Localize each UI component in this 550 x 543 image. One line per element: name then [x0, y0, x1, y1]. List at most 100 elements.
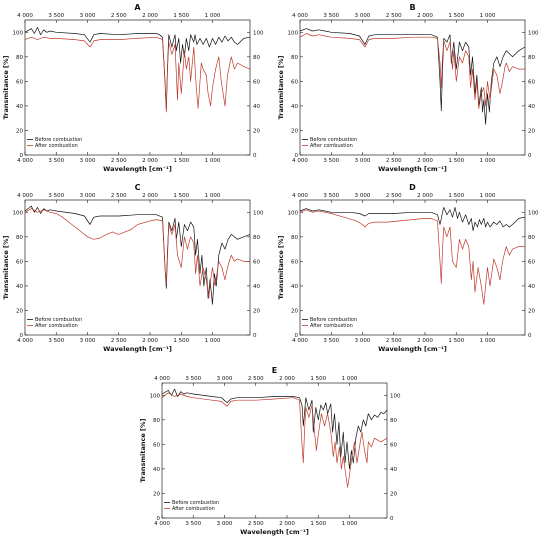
- x-tick-label-bottom: 1 500: [173, 158, 189, 164]
- y-tick-label-right: 80: [253, 55, 260, 61]
- y-tick-label-left: 0: [20, 153, 24, 159]
- y-tick-label-left: 100: [13, 210, 24, 216]
- x-tick-label-bottom: 3 000: [80, 338, 96, 344]
- plot-frame: [24, 199, 251, 336]
- x-tick-label-top: 4 000: [17, 13, 33, 19]
- legend-entry: After combustion: [35, 323, 78, 329]
- x-tick-label-top: 3 500: [48, 13, 64, 19]
- x-tick-label-bottom: 1 000: [480, 158, 496, 164]
- y-tick-label-left: 20: [291, 308, 298, 314]
- y-axis-label: Transmitance [%]: [139, 419, 147, 483]
- x-axis-label: Wavelength [cm⁻¹]: [240, 528, 309, 536]
- x-tick-label-top: 3 500: [185, 376, 201, 382]
- y-axis-label: Transmitance [%]: [2, 56, 10, 120]
- x-tick-label-bottom: 3 000: [355, 338, 371, 344]
- x-tick-label-bottom: 3 000: [355, 158, 371, 164]
- x-tick-label-bottom: 2 500: [386, 158, 402, 164]
- series-before-combustion: [24, 205, 251, 305]
- panel-title: A: [134, 3, 141, 12]
- x-tick-label-bottom: 4 000: [154, 521, 170, 527]
- y-tick-label-right: 0: [528, 333, 532, 339]
- y-tick-label-left: 60: [16, 79, 23, 85]
- chart-panel-a: A 4 000 4 000 3 500 3 500 3 000 3 000 2 500 2 50…: [2, 3, 264, 173]
- plot-frame: [161, 382, 388, 519]
- y-tick-label-left: 0: [295, 153, 299, 159]
- y-tick-label-right: 40: [528, 104, 535, 110]
- panel-title: D: [409, 183, 416, 192]
- y-tick-label-left: 80: [153, 418, 160, 424]
- x-tick-label-bottom: 3 000: [217, 521, 233, 527]
- legend-entry: Before combustion: [310, 137, 357, 143]
- y-tick-label-right: 100: [253, 210, 264, 216]
- x-tick-label-bottom: 2 000: [279, 521, 295, 527]
- y-tick-label-left: 80: [16, 235, 23, 241]
- series-after-combustion: [24, 36, 251, 113]
- x-tick-label-top: 4 000: [292, 13, 308, 19]
- y-tick-label-right: 0: [253, 333, 257, 339]
- x-tick-label-top: 4 000: [17, 193, 33, 199]
- x-tick-label-top: 2 000: [142, 193, 158, 199]
- x-tick-label-top: 3 000: [80, 13, 96, 19]
- x-axis-label: Wavelength [cm⁻¹]: [378, 165, 447, 173]
- legend-entry: Before combustion: [35, 317, 82, 323]
- y-tick-label-left: 40: [291, 104, 298, 110]
- y-tick-label-left: 40: [153, 467, 160, 473]
- x-tick-label-top: 1 000: [205, 13, 221, 19]
- y-tick-label-left: 100: [288, 30, 299, 36]
- y-tick-label-right: 20: [253, 128, 260, 134]
- x-tick-label-bottom: 3 500: [48, 158, 64, 164]
- legend-entry: After combustion: [35, 143, 78, 149]
- legend-entry: Before combustion: [310, 317, 357, 323]
- y-axis-label: Transmitance [%]: [277, 236, 285, 300]
- y-tick-label-right: 40: [253, 284, 260, 290]
- panel-title: B: [409, 3, 415, 12]
- y-tick-label-left: 0: [20, 333, 24, 339]
- y-axis-label: Transmitance [%]: [2, 236, 10, 300]
- y-tick-label-right: 20: [253, 308, 260, 314]
- x-tick-label-bottom: 3 500: [48, 338, 64, 344]
- x-tick-label-bottom: 2 000: [417, 338, 433, 344]
- legend-entry: Before combustion: [35, 137, 82, 143]
- y-tick-label-left: 20: [16, 308, 23, 314]
- x-tick-label-bottom: 2 500: [111, 158, 127, 164]
- x-tick-label-top: 4 000: [154, 376, 170, 382]
- plot-frame: [299, 199, 526, 336]
- chart-panel-c: C 4 000 4 000 3 500 3 500 3 000 3 000 2 500 2 50…: [2, 183, 264, 353]
- y-tick-label-right: 80: [528, 235, 535, 241]
- y-tick-label-left: 20: [153, 491, 160, 497]
- y-tick-label-right: 60: [390, 442, 397, 448]
- plot-frame: [24, 19, 251, 156]
- series-before-combustion: [299, 207, 526, 232]
- x-tick-label-bottom: 1 500: [448, 158, 464, 164]
- y-tick-label-right: 100: [390, 393, 401, 399]
- y-tick-label-left: 100: [150, 393, 161, 399]
- x-tick-label-top: 1 000: [342, 376, 358, 382]
- y-tick-label-right: 20: [528, 308, 535, 314]
- y-axis-label: Transmitance [%]: [277, 56, 285, 120]
- y-tick-label-right: 0: [253, 153, 257, 159]
- y-tick-label-right: 20: [528, 128, 535, 134]
- y-tick-label-left: 60: [153, 442, 160, 448]
- x-tick-label-bottom: 1 500: [173, 338, 189, 344]
- x-tick-label-bottom: 4 000: [17, 158, 33, 164]
- y-tick-label-right: 80: [528, 55, 535, 61]
- legend-entry: After combustion: [310, 323, 353, 329]
- y-tick-label-left: 80: [291, 235, 298, 241]
- x-tick-label-bottom: 2 500: [111, 338, 127, 344]
- y-tick-label-right: 0: [528, 153, 532, 159]
- x-tick-label-bottom: 3 500: [323, 338, 339, 344]
- y-tick-label-right: 100: [528, 210, 539, 216]
- x-tick-label-top: 2 500: [386, 13, 402, 19]
- x-tick-label-top: 3 000: [355, 13, 371, 19]
- y-tick-label-right: 80: [390, 418, 397, 424]
- legend-entry: Before combustion: [172, 500, 219, 506]
- x-tick-label-bottom: 3 500: [185, 521, 201, 527]
- x-tick-label-top: 1 500: [448, 193, 464, 199]
- series-after-combustion: [161, 392, 388, 488]
- x-tick-label-bottom: 1 000: [205, 158, 221, 164]
- x-tick-label-top: 1 500: [173, 193, 189, 199]
- chart-panel-e: E 4 000 4 000 3 500 3 500 3 000 3 000 2 500 2 50…: [139, 366, 401, 536]
- y-tick-label-left: 100: [288, 210, 299, 216]
- x-tick-label-bottom: 3 000: [80, 158, 96, 164]
- y-tick-label-left: 20: [16, 128, 23, 134]
